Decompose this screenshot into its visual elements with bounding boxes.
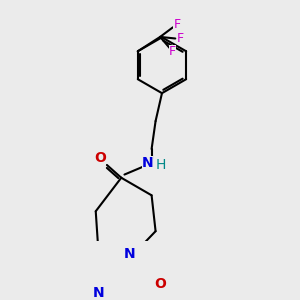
Text: N: N	[142, 156, 153, 170]
Text: N: N	[124, 247, 136, 261]
Text: N: N	[92, 286, 104, 300]
Text: F: F	[169, 45, 176, 58]
Text: O: O	[154, 277, 166, 291]
Text: F: F	[173, 18, 180, 32]
Text: H: H	[156, 158, 166, 172]
Text: O: O	[94, 151, 106, 165]
Text: F: F	[176, 32, 184, 45]
